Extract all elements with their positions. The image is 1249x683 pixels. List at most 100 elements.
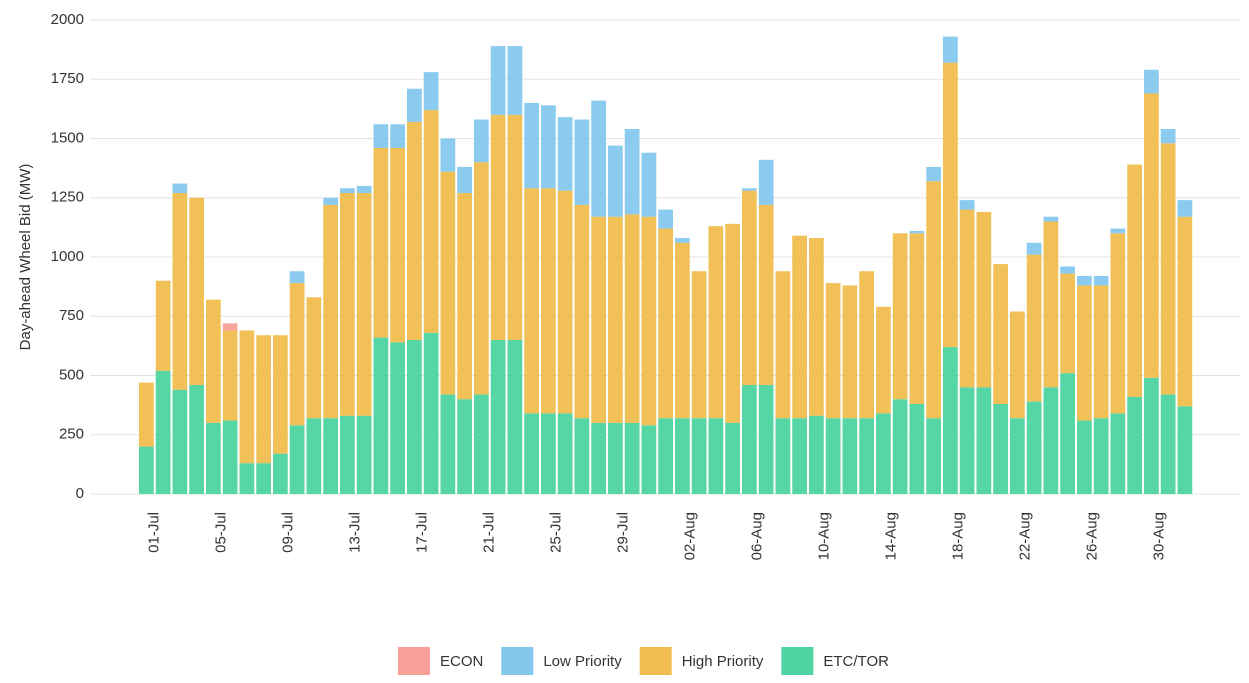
bar-segment <box>859 418 874 494</box>
bar-segment <box>457 193 472 400</box>
legend-swatch <box>501 647 534 675</box>
bar-segment <box>356 193 372 416</box>
bar-segment <box>557 413 573 494</box>
bar-segment <box>1060 273 1075 374</box>
bar-segment <box>1026 254 1042 402</box>
bar-segment <box>708 226 724 419</box>
bar-segment <box>1010 311 1025 419</box>
bar-segment <box>591 100 606 217</box>
bar-segment <box>524 102 539 189</box>
bar-segment <box>993 403 1008 494</box>
y-axis-label: Day-ahead Wheel Bid (MW) <box>17 164 34 351</box>
y-tick-label: 1000 <box>51 248 84 265</box>
bar-segment <box>172 389 188 494</box>
bar-segment <box>725 223 740 423</box>
bar-segment <box>1026 401 1042 494</box>
bar-segment <box>742 384 757 494</box>
bar-segment <box>273 335 288 454</box>
bar-segment <box>490 46 506 115</box>
bar-segment <box>306 418 322 494</box>
bar-segment <box>658 228 673 419</box>
bar-segment <box>423 72 439 111</box>
bar-segment <box>792 418 807 494</box>
bar-segment <box>1093 418 1109 494</box>
bar-segment <box>557 117 573 191</box>
bar-segment <box>1093 285 1109 419</box>
bar-segment <box>474 162 489 395</box>
bar-segment <box>859 271 874 419</box>
x-tick-label: 14-Aug <box>883 512 900 560</box>
bar-segment <box>507 46 523 115</box>
bar-segment <box>1043 387 1059 494</box>
bar-segment <box>691 271 707 419</box>
y-tick-label: 250 <box>59 426 84 443</box>
bar-segment <box>323 418 338 494</box>
bar-segment <box>959 387 975 494</box>
bar-segment <box>993 264 1008 404</box>
bar-segment <box>792 235 807 419</box>
bar-segment <box>390 124 405 148</box>
bar-segment <box>876 413 891 494</box>
bar-segment <box>356 185 372 194</box>
x-tick-label: 18-Aug <box>950 512 967 560</box>
bar-segment <box>1026 242 1042 255</box>
bar-segment <box>1144 93 1159 378</box>
bar-segment <box>708 418 724 494</box>
bar-segment <box>842 418 858 494</box>
bar-segment <box>574 204 590 419</box>
bar-segment <box>1093 275 1109 286</box>
bar-segment <box>1110 228 1126 234</box>
bar-segment <box>541 188 556 414</box>
bar-segment <box>624 214 640 423</box>
bar-segment <box>742 188 757 191</box>
bar-segment <box>407 121 422 340</box>
x-tick-label: 22-Aug <box>1017 512 1034 560</box>
bar-segment <box>758 204 774 385</box>
legend-label: ECON <box>440 653 483 670</box>
bar-segment <box>1160 129 1176 144</box>
bar-segment <box>172 183 188 194</box>
bar-segment <box>608 422 623 494</box>
y-tick-label: 0 <box>76 485 84 502</box>
bar-segment <box>758 384 774 494</box>
bar-segment <box>825 283 841 419</box>
bar-segment <box>340 188 355 194</box>
bar-segment <box>1127 164 1142 397</box>
x-tick-label: 29-Jul <box>615 512 632 553</box>
bar-segment <box>976 211 992 388</box>
y-tick-label: 1500 <box>51 129 84 146</box>
legend-swatch <box>398 647 430 675</box>
bar-segment <box>909 233 925 404</box>
bar-segment <box>155 370 171 494</box>
bar-segment <box>457 166 472 194</box>
bar-segment <box>189 384 204 494</box>
bar-segment <box>1077 285 1092 421</box>
bar-segment <box>256 335 271 464</box>
bar-segment <box>641 425 657 494</box>
bar-segment <box>1160 143 1176 395</box>
bar-segment <box>172 193 188 390</box>
bar-segment <box>222 323 238 331</box>
bar-segment <box>1060 373 1075 494</box>
bar-segment <box>1160 394 1176 494</box>
bar-segment <box>608 216 623 423</box>
bar-segment <box>775 418 791 494</box>
y-tick-label: 1250 <box>51 189 84 206</box>
bar-segment <box>507 339 523 494</box>
bar-segment <box>976 387 992 494</box>
bar-segment <box>892 233 908 400</box>
bar-segment <box>742 190 757 385</box>
x-tick-label: 26-Aug <box>1084 512 1101 560</box>
bar-segment <box>675 242 690 419</box>
bar-segment <box>189 197 204 385</box>
x-tick-label: 05-Jul <box>213 512 230 553</box>
x-tick-label: 21-Jul <box>481 512 498 553</box>
x-tick-label: 10-Aug <box>816 512 833 560</box>
legend-swatch <box>639 647 672 675</box>
bar-segment <box>725 422 740 494</box>
bar-segment <box>139 382 154 447</box>
bar-segment <box>909 230 925 234</box>
x-tick-label: 02-Aug <box>682 512 699 560</box>
x-tick-label: 17-Jul <box>414 512 431 553</box>
bar-segment <box>591 422 606 494</box>
